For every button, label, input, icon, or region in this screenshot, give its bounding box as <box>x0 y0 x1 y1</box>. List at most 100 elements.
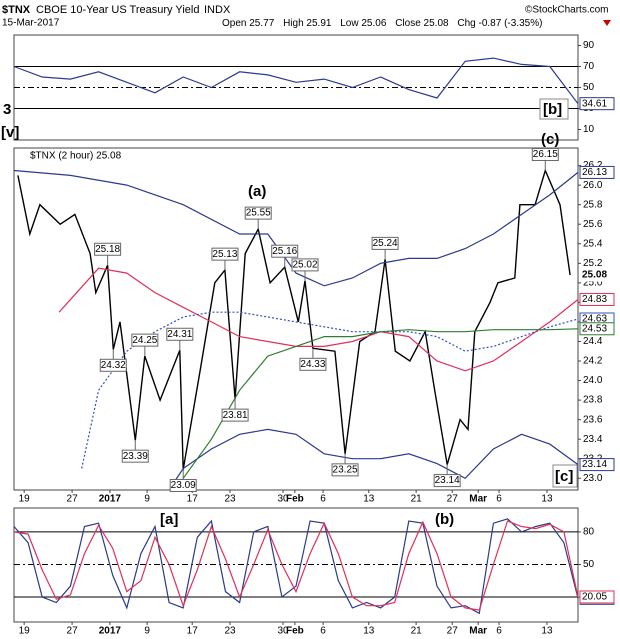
quote-label: High <box>283 18 304 29</box>
annotation-box <box>291 258 319 272</box>
wave-label: (b) <box>435 511 454 528</box>
quote-value: 25.06 <box>361 18 386 29</box>
y-tick-label: 80 <box>583 527 595 538</box>
last-value-box <box>579 590 615 604</box>
annotation-box <box>99 358 127 372</box>
quote-label: Low <box>340 18 359 29</box>
y-tick-label: 24.0 <box>583 375 603 386</box>
x-tick-label: 17 <box>187 494 199 505</box>
x-tick-label: 19 <box>19 626 31 637</box>
wave-label: [v] <box>1 124 19 141</box>
wave-label: 3 <box>3 101 11 118</box>
y-tick-label: 23.0 <box>583 473 603 484</box>
annotation-box <box>531 147 559 161</box>
annotation-box <box>166 327 194 341</box>
x-tick-label: 21 <box>411 494 423 505</box>
y-tick-label: 50 <box>583 82 595 93</box>
x-tick-label: 13 <box>363 626 375 637</box>
y-tick-label: 25.6 <box>583 219 603 230</box>
wave-label: [c] <box>555 468 573 485</box>
quote-value: 25.91 <box>306 18 331 29</box>
wave-label: [a] <box>160 511 178 528</box>
annotation-box <box>121 449 149 463</box>
annotation-box <box>271 244 299 258</box>
x-tick-label: Mar <box>469 494 487 505</box>
annotation-label: 24.25 <box>132 335 157 346</box>
y-tick-label: 26.2 <box>583 160 603 171</box>
last-value-label: 24.53 <box>582 323 607 334</box>
y-tick-label: 90 <box>583 40 595 51</box>
x-tick-label: 27 <box>67 494 79 505</box>
x-tick-label: 27 <box>447 494 459 505</box>
series-line <box>13 520 579 611</box>
x-tick-label: 6 <box>320 626 326 637</box>
wave-box <box>552 464 578 488</box>
wave-label: (c) <box>541 131 559 148</box>
x-tick-label: 13 <box>363 494 375 505</box>
y-tick-label: 26.0 <box>583 180 603 191</box>
y-tick-label: 10 <box>583 124 595 135</box>
last-value-label: 23.14 <box>582 459 607 470</box>
x-tick-label: 6 <box>496 494 502 505</box>
annotation-label: 25.55 <box>246 208 271 219</box>
annotation-label: 26.15 <box>533 149 558 160</box>
annotation-box <box>433 474 461 488</box>
quote-value: 25.77 <box>249 18 274 29</box>
annotation-label: 23.25 <box>333 464 358 475</box>
series-line <box>81 311 579 469</box>
last-value-label: 24.63 <box>582 314 607 325</box>
annotation-label: 25.16 <box>272 246 297 257</box>
quote-value: 25.08 <box>424 18 449 29</box>
instrument-name: CBOE 10-Year US Treasury Yield <box>36 4 199 16</box>
annotation-box <box>371 236 399 250</box>
series-line <box>13 57 579 105</box>
series-line <box>13 169 579 287</box>
annotation-box <box>131 333 159 347</box>
x-tick-label: 2017 <box>99 494 122 505</box>
last-value-box <box>579 458 615 472</box>
y-tick-label: 25.8 <box>583 199 603 210</box>
last-value-label: 25.08 <box>582 270 607 281</box>
series-line <box>169 428 579 489</box>
annotation-box <box>169 478 197 492</box>
copyright: ©StockCharts.com <box>525 5 609 16</box>
annotation-label: 23.39 <box>123 451 148 462</box>
annotation-box <box>94 242 122 256</box>
y-tick-label: 50 <box>583 559 595 570</box>
last-value-box <box>579 292 615 306</box>
annotation-label: 25.02 <box>293 260 318 271</box>
y-tick-label: 25.4 <box>583 238 603 249</box>
x-tick-label: 9 <box>144 626 150 637</box>
quote-label: Chg <box>457 18 475 29</box>
y-tick-label: 25.2 <box>583 258 603 269</box>
last-value-box <box>579 268 615 282</box>
quote-label: Open <box>222 18 246 29</box>
annotation-label: 25.18 <box>95 244 120 255</box>
x-tick-label: Mar <box>469 626 487 637</box>
last-value-box <box>579 322 615 336</box>
panel-frame <box>13 147 579 491</box>
series-line <box>182 328 579 479</box>
x-tick-label: 6 <box>496 626 502 637</box>
x-tick-label: 9 <box>144 494 150 505</box>
x-tick-label: 19 <box>19 494 31 505</box>
wave-box <box>539 98 569 120</box>
x-tick-label: 13 <box>541 626 553 637</box>
series-line <box>58 267 579 372</box>
annotation-box <box>244 206 272 220</box>
x-tick-label: 23 <box>224 494 236 505</box>
annotation-label: 23.14 <box>435 475 460 486</box>
panel-frame <box>13 507 579 623</box>
x-tick-label: 13 <box>541 494 553 505</box>
y-tick-label: 70 <box>583 61 595 72</box>
x-tick-label: 2017 <box>99 626 122 637</box>
x-tick-label: 6 <box>320 494 326 505</box>
legend-entry: $TNX (2 hour) 25.08 <box>30 151 122 162</box>
date: 15-Mar-2017 <box>2 18 60 29</box>
annotation-box <box>299 357 327 371</box>
x-tick-label: Feb <box>286 494 304 505</box>
y-tick-label: 25.0 <box>583 277 603 288</box>
last-value-label: 20.05 <box>582 592 607 603</box>
y-tick-label: 24.4 <box>583 336 603 347</box>
